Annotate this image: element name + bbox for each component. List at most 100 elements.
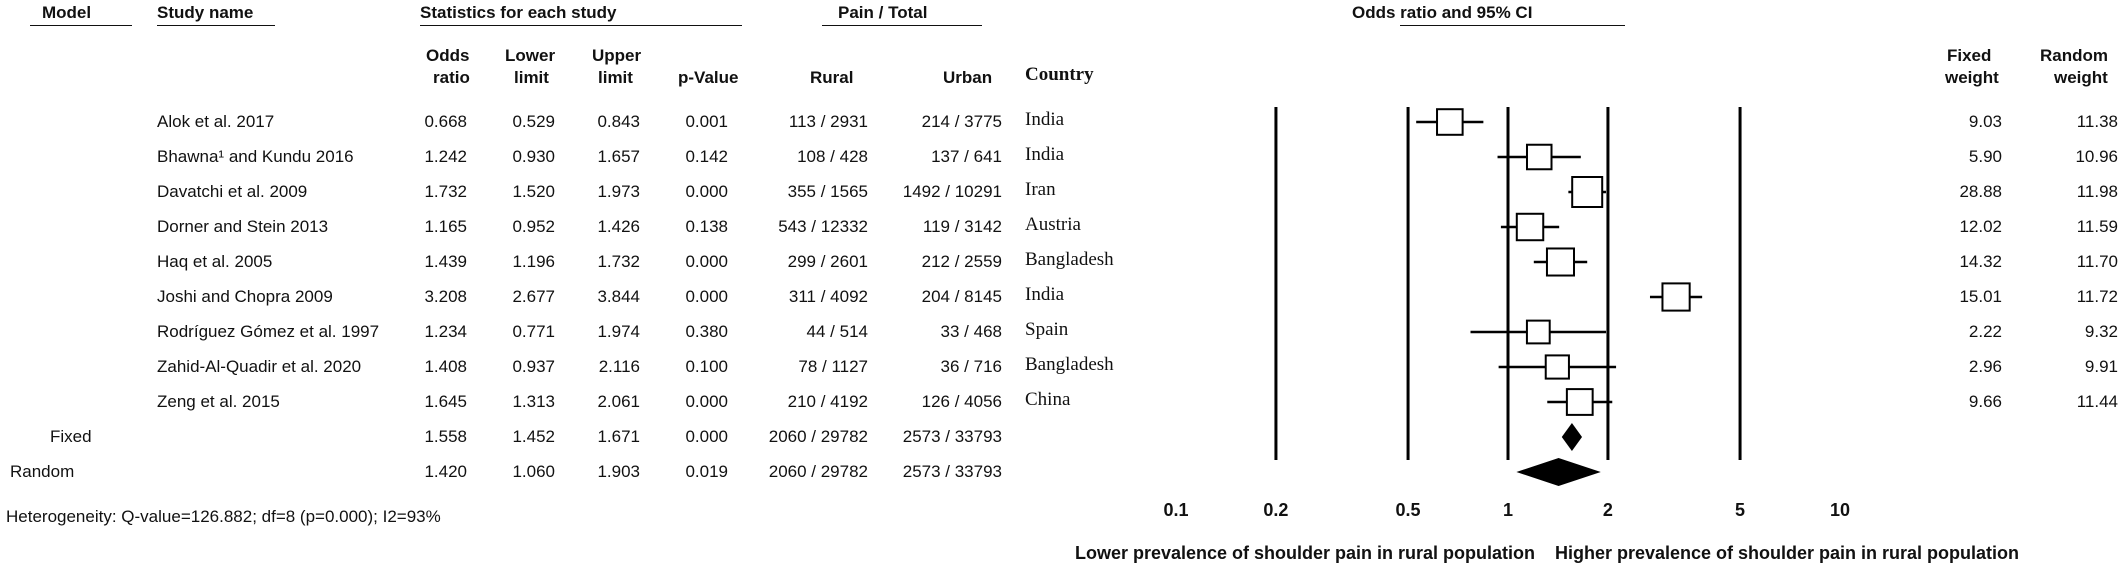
header-statistics-rule <box>420 25 742 26</box>
study-urban: 119 / 3142 <box>922 217 1002 236</box>
study-fixed-weight: 15.01 <box>1959 287 2002 306</box>
study-lower: 0.952 <box>512 217 555 236</box>
study-urban: 212 / 2559 <box>921 252 1002 271</box>
pooled-diamond <box>1516 458 1601 486</box>
x-tick-label: 0.5 <box>1396 500 1421 520</box>
point-estimate-box <box>1436 108 1464 136</box>
study-name: Dorner and Stein 2013 <box>157 217 329 236</box>
study-country: Spain <box>1025 319 1069 340</box>
study-random-weight: 9.91 <box>2084 357 2118 376</box>
study-upper: 1.732 <box>597 252 640 271</box>
pooled-lower: 1.060 <box>512 462 555 481</box>
study-country: Iran <box>1025 179 1056 200</box>
study-lower: 0.937 <box>512 357 555 376</box>
study-or: 1.408 <box>424 357 467 376</box>
study-lower: 1.313 <box>512 392 555 411</box>
study-rural: 113 / 2931 <box>788 112 868 131</box>
study-country: Bangladesh <box>1025 354 1114 375</box>
study-rural: 311 / 4092 <box>788 287 868 306</box>
study-p: 0.100 <box>685 357 728 376</box>
study-random-weight: 11.72 <box>2076 287 2118 306</box>
study-name: Zahid-Al-Quadir et al. 2020 <box>157 357 362 376</box>
study-name: Joshi and Chopra 2009 <box>157 287 333 306</box>
study-name: Haq et al. 2005 <box>157 252 273 271</box>
study-lower: 2.677 <box>512 287 555 306</box>
study-random-weight: 10.96 <box>2075 147 2118 166</box>
study-p: 0.138 <box>685 217 728 236</box>
study-name: Alok et al. 2017 <box>157 112 275 131</box>
pooled-or: 1.558 <box>424 427 467 446</box>
header-odds-ratio-ci: Odds ratio and 95% CI <box>1352 3 1533 22</box>
study-rural: 543 / 12332 <box>778 217 868 236</box>
x-tick-label: 2 <box>1603 500 1613 520</box>
header-fixed-weight-1: Fixed <box>1947 46 1992 65</box>
header-pain-total: Pain / Total <box>838 3 928 22</box>
x-tick-label: 10 <box>1830 500 1850 520</box>
study-country: Bangladesh <box>1025 249 1114 270</box>
header-rural: Rural <box>810 68 854 87</box>
study-fixed-weight: 28.88 <box>1959 182 2002 201</box>
study-lower: 1.196 <box>512 252 555 271</box>
pooled-upper: 1.671 <box>597 427 640 446</box>
study-urban: 1492 / 10291 <box>902 182 1002 201</box>
header-model-rule <box>30 25 132 26</box>
x-tick-label: 1 <box>1503 500 1513 520</box>
header-lower-2: limit <box>514 68 549 87</box>
study-rural: 299 / 2601 <box>787 252 868 271</box>
study-fixed-weight: 2.22 <box>1968 322 2002 341</box>
study-upper: 3.844 <box>597 287 640 306</box>
study-random-weight: 11.59 <box>2076 217 2118 236</box>
study-upper: 2.116 <box>598 357 640 376</box>
study-upper: 1.974 <box>597 322 640 341</box>
study-p: 0.000 <box>685 252 728 271</box>
study-urban: 214 / 3775 <box>921 112 1002 131</box>
x-tick-label: 0.1 <box>1163 500 1188 520</box>
header-statistics: Statistics for each study <box>420 3 617 22</box>
pooled-diamond <box>1561 423 1583 451</box>
study-urban: 36 / 716 <box>940 357 1002 376</box>
point-estimate-box <box>1571 176 1604 208</box>
study-urban: 204 / 8145 <box>921 287 1002 306</box>
header-or-rule <box>1400 25 1625 26</box>
pooled-upper: 1.903 <box>597 462 640 481</box>
study-rural: 355 / 1565 <box>787 182 868 201</box>
study-country: India <box>1025 109 1065 130</box>
study-random-weight: 11.70 <box>2076 252 2118 271</box>
study-p: 0.000 <box>685 182 728 201</box>
study-p: 0.001 <box>685 112 728 131</box>
study-random-weight: 11.38 <box>2076 112 2118 131</box>
study-rural: 108 / 428 <box>797 147 868 166</box>
study-name: Zeng et al. 2015 <box>157 392 280 411</box>
header-model: Model <box>42 3 92 22</box>
study-lower: 0.930 <box>512 147 555 166</box>
study-or: 1.234 <box>424 322 467 341</box>
pooled-model-label: Fixed <box>50 427 92 446</box>
study-random-weight: 9.32 <box>2084 322 2118 341</box>
pooled-rural: 2060 / 29782 <box>768 427 868 446</box>
study-lower: 0.771 <box>512 322 555 341</box>
study-or: 1.165 <box>424 217 467 236</box>
point-estimate-box <box>1515 212 1545 242</box>
study-name: Bhawna¹ and Kundu 2016 <box>157 147 354 166</box>
study-or: 1.439 <box>424 252 467 271</box>
study-fixed-weight: 2.96 <box>1968 357 2002 376</box>
study-fixed-weight: 9.66 <box>1968 392 2002 411</box>
header-odds-ratio-2: ratio <box>433 68 470 87</box>
study-rural: 210 / 4192 <box>787 392 868 411</box>
study-fixed-weight: 5.90 <box>1968 147 2002 166</box>
pooled-urban: 2573 / 33793 <box>902 427 1002 446</box>
study-country: Austria <box>1025 214 1081 235</box>
pooled-urban: 2573 / 33793 <box>902 462 1002 481</box>
study-p: 0.000 <box>685 287 728 306</box>
pooled-p: 0.000 <box>685 427 728 446</box>
study-rural: 44 / 514 <box>806 322 868 341</box>
point-estimate-box <box>1544 354 1570 380</box>
header-urban: Urban <box>943 68 993 87</box>
right-direction-label: Higher prevalence of shoulder pain in ru… <box>1555 543 2019 563</box>
study-fixed-weight: 12.02 <box>1959 217 2002 236</box>
study-rural: 78 / 1127 <box>798 357 868 376</box>
point-estimate-box <box>1565 388 1594 416</box>
study-random-weight: 11.98 <box>2076 182 2118 201</box>
study-country: India <box>1025 144 1065 165</box>
